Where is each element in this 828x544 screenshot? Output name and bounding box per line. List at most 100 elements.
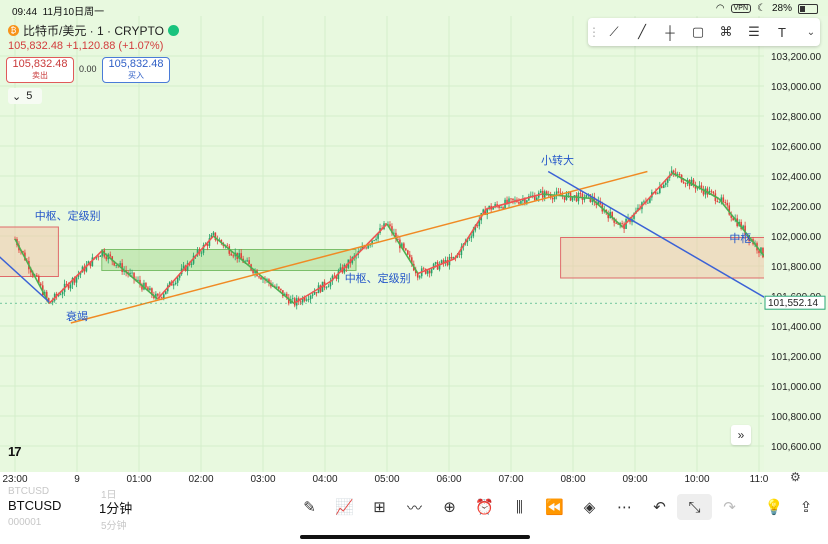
candle-body xyxy=(22,251,24,253)
drag-handle-icon[interactable]: ⋮ xyxy=(588,25,600,39)
layers-icon[interactable]: ◈ xyxy=(583,499,596,516)
alarm-icon[interactable]: ⏰ xyxy=(475,499,494,516)
candle-body xyxy=(315,291,318,294)
candle-body xyxy=(440,260,443,265)
annotation-label: 中枢 xyxy=(729,231,751,245)
indicators-icon[interactable]: 📈 xyxy=(335,499,354,516)
candle-body xyxy=(47,298,50,302)
vertical-line-icon[interactable]: ┼ xyxy=(665,24,675,40)
x-tick-label: 9 xyxy=(74,474,80,485)
pattern-icon[interactable]: ⌘ xyxy=(719,24,733,39)
candle-body xyxy=(373,240,375,241)
candle-body xyxy=(407,250,409,255)
candle-body xyxy=(720,197,723,202)
candle-body xyxy=(740,221,742,229)
candle-body xyxy=(168,281,171,286)
candle-body xyxy=(563,196,566,200)
chevron-down-icon[interactable]: ⌄ xyxy=(806,26,816,38)
candle-body xyxy=(111,256,114,262)
sell-price: 105,832.48 xyxy=(12,58,68,70)
trend-channel-icon[interactable]: ⟋ xyxy=(609,24,619,39)
undo-icon[interactable]: ↶ xyxy=(653,499,666,516)
candle-body xyxy=(718,201,721,203)
candle-body xyxy=(460,246,463,256)
candle-body xyxy=(553,195,556,200)
candle-body xyxy=(311,294,314,296)
candle-body xyxy=(210,234,213,239)
rectangle-icon[interactable]: ▢ xyxy=(691,24,705,39)
candle-body xyxy=(214,232,217,240)
candle-body xyxy=(287,297,290,304)
candle-body xyxy=(678,174,681,175)
candle-body xyxy=(742,225,744,229)
x-tick-label: 23:00 xyxy=(2,474,27,485)
text-tool-icon[interactable]: T xyxy=(778,24,786,40)
candle-body xyxy=(762,247,764,258)
redo-icon[interactable]: ↷ xyxy=(723,499,736,516)
candle-body xyxy=(416,273,419,278)
status-bar: 09:44 11月10日周一 ◠ VPN ☾ 28% xyxy=(0,0,828,18)
symbol-header[interactable]: ₿ 比特币/美元 · 1 · CRYPTO xyxy=(8,22,179,39)
share-icon[interactable]: ⇪ xyxy=(799,499,813,516)
x-tick-label: 08:00 xyxy=(560,474,585,485)
candle-body xyxy=(498,205,500,208)
timeframe-selector[interactable]: 1分钟 xyxy=(99,501,133,516)
fib-icon[interactable]: ☰ xyxy=(748,24,760,39)
buy-button[interactable]: 105,832.48 买入 xyxy=(102,57,170,83)
more-icon[interactable]: ⋯ xyxy=(617,499,632,516)
time-axis[interactable] xyxy=(0,472,828,488)
idea-icon[interactable]: 💡 xyxy=(764,499,784,516)
indicator-toggle[interactable]: ⌄ 5 xyxy=(8,88,42,104)
annotation-label: 中枢、定级别 xyxy=(35,209,101,223)
double-chevron-right-icon[interactable]: » xyxy=(731,425,751,445)
wifi-icon: ◠ xyxy=(715,3,725,14)
candle-body xyxy=(676,174,679,176)
candle-body xyxy=(526,200,528,204)
candle-body xyxy=(428,270,431,274)
trend-line-icon[interactable]: ╱ xyxy=(638,24,646,39)
orange-trend-line xyxy=(70,170,648,324)
ghost-symbol: BTCUSD xyxy=(8,486,50,497)
candle-body xyxy=(97,256,100,258)
candle-body xyxy=(500,207,502,208)
last-price: 105,832.48 xyxy=(8,40,64,52)
candle-body xyxy=(593,196,596,203)
pen-icon[interactable]: ✎ xyxy=(303,499,316,516)
candle-body xyxy=(71,278,74,285)
down-stroke xyxy=(101,250,159,300)
candle-body xyxy=(684,183,687,185)
candle-body xyxy=(176,277,179,283)
candle-body xyxy=(617,223,619,225)
candle-body xyxy=(520,201,522,204)
gear-icon[interactable]: ⚙ xyxy=(790,470,801,484)
candle-body xyxy=(262,278,264,280)
candle-body xyxy=(301,297,304,303)
add-icon[interactable]: ⊕ xyxy=(443,499,456,516)
candle-body xyxy=(313,291,316,295)
candle-body xyxy=(494,204,496,208)
y-tick-label: 103,000.00 xyxy=(771,82,821,93)
candle-body xyxy=(230,253,233,256)
candle-body xyxy=(585,194,588,199)
symbol-selector[interactable]: BTCUSD xyxy=(8,498,62,513)
grid-layout-icon[interactable]: ⊞ xyxy=(373,499,386,516)
compare-icon[interactable]: 〰 xyxy=(406,499,422,517)
price-axis[interactable] xyxy=(764,16,828,472)
collapse-icon[interactable]: ⤡ xyxy=(677,494,712,520)
candles-icon[interactable]: ⫼ xyxy=(516,498,523,516)
candle-body xyxy=(518,202,520,204)
ghost-code: 000001 xyxy=(8,517,42,528)
candle-body xyxy=(722,197,725,203)
candle-body xyxy=(409,254,411,258)
candle-body xyxy=(248,260,250,265)
candle-body xyxy=(744,225,746,235)
candle-body xyxy=(482,209,485,214)
bitcoin-icon: ₿ xyxy=(8,25,19,36)
candle-body xyxy=(502,207,504,209)
replay-icon[interactable]: ⏪ xyxy=(545,499,564,516)
candle-body xyxy=(674,172,677,176)
down-stroke xyxy=(14,238,50,304)
sell-button[interactable]: 105,832.48 卖出 xyxy=(6,57,74,83)
candle-body xyxy=(137,279,139,281)
